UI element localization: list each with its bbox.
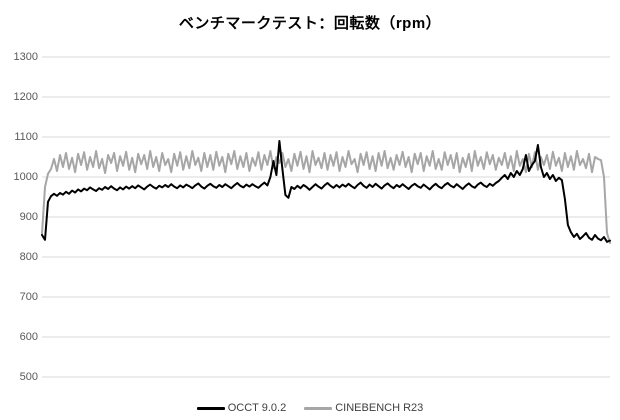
y-tick-label: 700 <box>19 291 38 303</box>
chart-legend: OCCT 9.0.2 CINEBENCH R23 <box>0 402 620 414</box>
y-tick-label: 1000 <box>13 171 38 183</box>
legend-item-occt: OCCT 9.0.2 <box>196 402 287 414</box>
y-tick-label: 600 <box>19 331 38 343</box>
y-tick-label: 1100 <box>14 131 38 143</box>
legend-item-cinebench: CINEBENCH R23 <box>304 402 423 414</box>
y-tick-label: 500 <box>19 371 38 383</box>
cinebench-line-swatch <box>304 406 333 410</box>
legend-label-occt: OCCT 9.0.2 <box>227 402 287 414</box>
y-tick-label: 1300 <box>13 51 38 63</box>
legend-label-cinebench: CINEBENCH R23 <box>335 402 424 414</box>
occt-line-swatch <box>196 406 225 410</box>
y-tick-label: 800 <box>19 251 38 263</box>
y-tick-label: 1200 <box>13 91 38 103</box>
y-tick-label: 900 <box>19 211 38 223</box>
chart-title: ベンチマークテスト：回転数（rpm） <box>178 15 442 32</box>
